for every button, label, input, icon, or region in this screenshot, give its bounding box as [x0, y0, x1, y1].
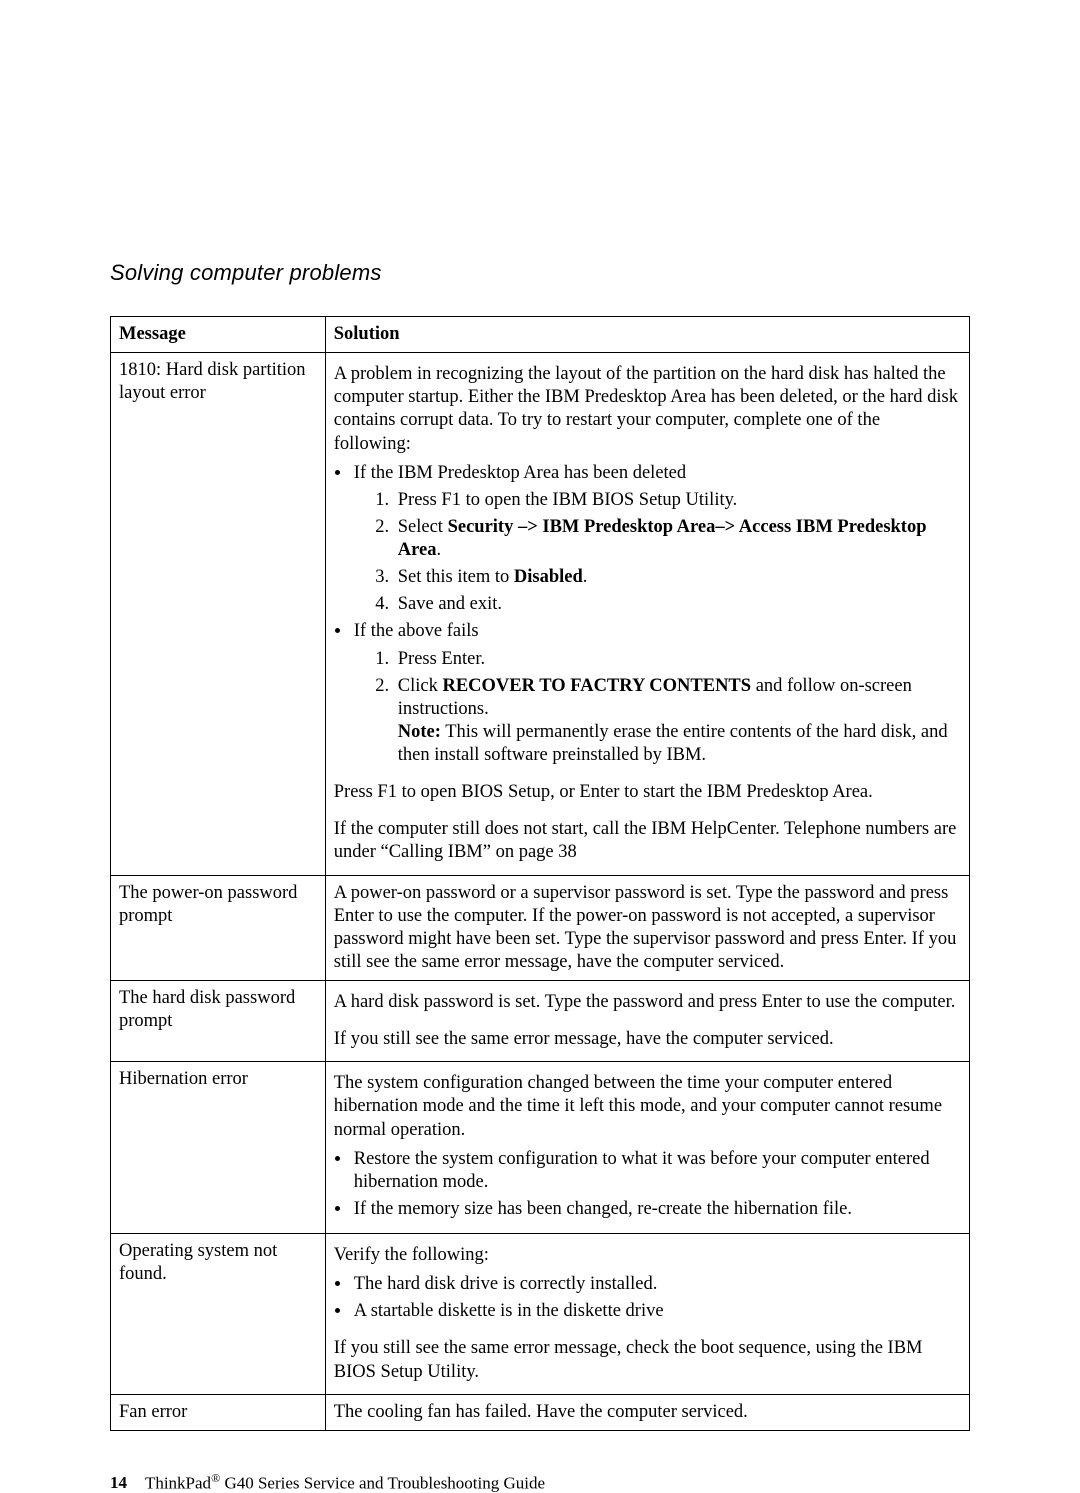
- table-row: The power-on password prompt A power-on …: [111, 875, 970, 981]
- message-cell: The power-on password prompt: [111, 875, 326, 981]
- list-item: Restore the system configuration to what…: [352, 1148, 961, 1194]
- list-item: Press Enter.: [394, 648, 961, 671]
- para: Verify the following:: [334, 1244, 961, 1267]
- message-cell: 1810: Hard disk partition layout error: [111, 353, 326, 875]
- para: The system configuration changed between…: [334, 1072, 961, 1141]
- list-item: Press F1 to open the IBM BIOS Setup Util…: [394, 489, 961, 512]
- list-item: Set this item to Disabled.: [394, 566, 961, 589]
- numbered-list: Press Enter. Click RECOVER TO FACTRY CON…: [354, 648, 961, 768]
- list-text: If the IBM Predesktop Area has been dele…: [354, 463, 686, 483]
- troubleshooting-table: Message Solution 1810: Hard disk partiti…: [110, 316, 970, 1431]
- para: If the computer still does not start, ca…: [334, 818, 961, 864]
- list-item: The hard disk drive is correctly install…: [352, 1273, 961, 1296]
- page-footer: 14 ThinkPad® G40 Series Service and Trou…: [110, 1471, 970, 1493]
- footer-text-b: G40 Series Service and Troubleshooting G…: [220, 1473, 545, 1492]
- col-header-message: Message: [111, 317, 326, 353]
- list-item: Save and exit.: [394, 593, 961, 616]
- bullet-list: Restore the system configuration to what…: [334, 1148, 961, 1221]
- para: Press F1 to open BIOS Setup, or Enter to…: [334, 781, 961, 804]
- solution-cell: The system configuration changed between…: [325, 1062, 969, 1234]
- message-cell: Fan error: [111, 1394, 326, 1430]
- table-header-row: Message Solution: [111, 317, 970, 353]
- section-heading: Solving computer problems: [110, 260, 970, 286]
- numbered-list: Press F1 to open the IBM BIOS Setup Util…: [354, 489, 961, 617]
- list-item: If the memory size has been changed, re-…: [352, 1198, 961, 1221]
- bullet-list: The hard disk drive is correctly install…: [334, 1273, 961, 1323]
- list-item: A startable diskette is in the diskette …: [352, 1300, 961, 1323]
- bullet-list: If the IBM Predesktop Area has been dele…: [334, 462, 961, 768]
- message-cell: The hard disk password prompt: [111, 981, 326, 1062]
- para: If you still see the same error message,…: [334, 1337, 961, 1383]
- page-number: 14: [110, 1473, 127, 1492]
- message-cell: Operating system not found.: [111, 1234, 326, 1395]
- para: A problem in recognizing the layout of t…: [334, 363, 961, 456]
- col-header-solution: Solution: [325, 317, 969, 353]
- message-cell: Hibernation error: [111, 1062, 326, 1234]
- list-item: If the above fails Press Enter. Click RE…: [352, 620, 961, 767]
- list-item: If the IBM Predesktop Area has been dele…: [352, 462, 961, 617]
- table-row: The hard disk password prompt A hard dis…: [111, 981, 970, 1062]
- solution-cell: Verify the following: The hard disk driv…: [325, 1234, 969, 1395]
- solution-cell: A problem in recognizing the layout of t…: [325, 353, 969, 875]
- table-row: Fan error The cooling fan has failed. Ha…: [111, 1394, 970, 1430]
- table-row: 1810: Hard disk partition layout error A…: [111, 353, 970, 875]
- para: A hard disk password is set. Type the pa…: [334, 991, 961, 1014]
- solution-cell: A hard disk password is set. Type the pa…: [325, 981, 969, 1062]
- solution-cell: A power-on password or a supervisor pass…: [325, 875, 969, 981]
- registered-icon: ®: [211, 1471, 220, 1485]
- list-item: Click RECOVER TO FACTRY CONTENTS and fol…: [394, 675, 961, 768]
- para: If you still see the same error message,…: [334, 1028, 961, 1051]
- table-row: Operating system not found. Verify the f…: [111, 1234, 970, 1395]
- table-row: Hibernation error The system configurati…: [111, 1062, 970, 1234]
- list-item: Select Security –> IBM Predesktop Area–>…: [394, 516, 961, 562]
- list-text: If the above fails: [354, 621, 479, 641]
- footer-text-a: ThinkPad: [145, 1473, 211, 1492]
- solution-cell: The cooling fan has failed. Have the com…: [325, 1394, 969, 1430]
- page-content: Solving computer problems Message Soluti…: [0, 0, 1080, 1493]
